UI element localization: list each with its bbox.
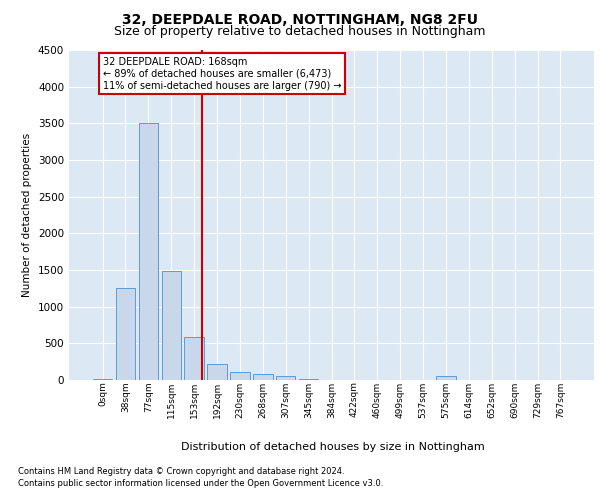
Bar xyxy=(184,338,204,380)
Text: 32, DEEPDALE ROAD, NOTTINGHAM, NG8 2FU: 32, DEEPDALE ROAD, NOTTINGHAM, NG8 2FU xyxy=(122,12,478,26)
Bar xyxy=(436,376,455,380)
Bar xyxy=(139,124,158,380)
Text: Distribution of detached houses by size in Nottingham: Distribution of detached houses by size … xyxy=(181,442,485,452)
Text: Contains HM Land Registry data © Crown copyright and database right 2024.: Contains HM Land Registry data © Crown c… xyxy=(18,468,344,476)
Bar xyxy=(230,372,250,380)
Bar xyxy=(161,272,181,380)
Bar xyxy=(276,376,295,380)
Bar xyxy=(93,378,112,380)
Text: Size of property relative to detached houses in Nottingham: Size of property relative to detached ho… xyxy=(114,25,486,38)
Text: 32 DEEPDALE ROAD: 168sqm
← 89% of detached houses are smaller (6,473)
11% of sem: 32 DEEPDALE ROAD: 168sqm ← 89% of detach… xyxy=(103,58,341,90)
Bar xyxy=(253,374,272,380)
Y-axis label: Number of detached properties: Number of detached properties xyxy=(22,133,32,297)
Bar xyxy=(116,288,135,380)
Text: Contains public sector information licensed under the Open Government Licence v3: Contains public sector information licen… xyxy=(18,479,383,488)
Bar xyxy=(208,364,227,380)
